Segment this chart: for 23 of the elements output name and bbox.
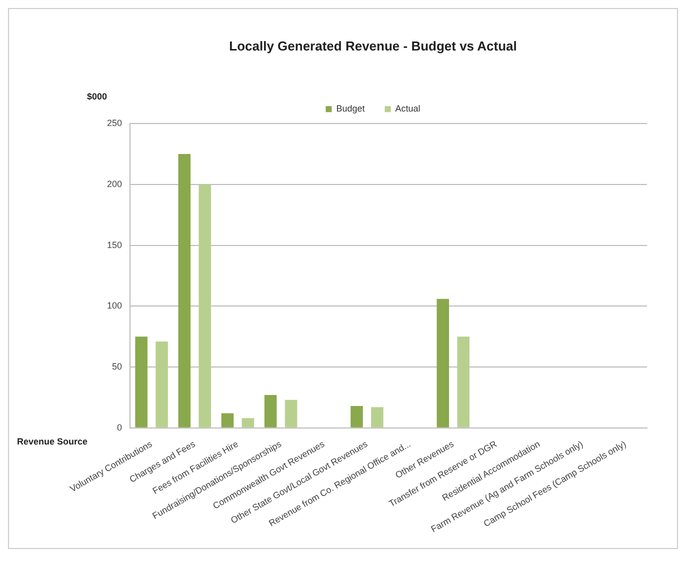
y-axis-title: $000 xyxy=(86,92,107,102)
bar xyxy=(264,395,277,428)
y-tick-label: 250 xyxy=(106,118,122,128)
bar xyxy=(350,406,363,428)
y-tick-label: 50 xyxy=(112,361,122,372)
bar xyxy=(436,298,450,428)
y-tick-label: 150 xyxy=(106,240,122,250)
bar xyxy=(156,341,168,428)
bar xyxy=(198,184,212,428)
y-tick-label: 200 xyxy=(106,178,122,189)
bar xyxy=(221,413,234,428)
bar xyxy=(178,154,191,428)
bar xyxy=(371,407,384,428)
bar xyxy=(242,418,254,428)
y-tick-label: 0 xyxy=(117,422,122,432)
legend-label: Budget xyxy=(336,104,366,114)
y-tick-label: 100 xyxy=(106,300,122,311)
x-axis-title: Revenue Source xyxy=(17,436,88,446)
chart-title: Locally Generated Revenue - Budget vs Actual xyxy=(229,38,517,54)
bar xyxy=(135,336,148,428)
bar xyxy=(457,336,470,428)
bar xyxy=(284,400,298,428)
legend-label: Actual xyxy=(395,104,420,114)
